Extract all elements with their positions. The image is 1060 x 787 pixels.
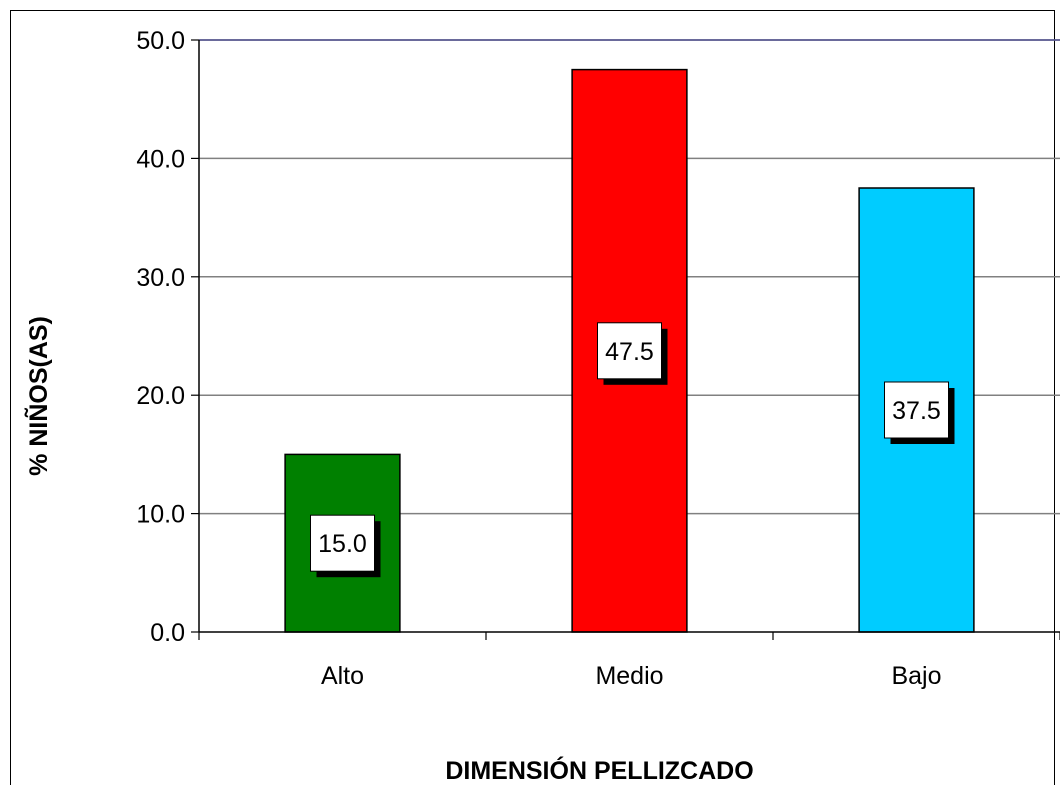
y-tick-label: 20.0 bbox=[136, 382, 185, 410]
x-tick-label: Medio bbox=[595, 662, 663, 690]
data-label: 37.5 bbox=[892, 397, 941, 425]
data-label-box bbox=[310, 514, 375, 572]
y-tick-label: 10.0 bbox=[136, 501, 185, 529]
x-tick-label: Alto bbox=[321, 662, 364, 690]
x-axis-title: DIMENSIÓN PELLIZCADO bbox=[445, 755, 753, 785]
y-tick-label: 0.0 bbox=[150, 619, 185, 647]
x-tick-label: Bajo bbox=[891, 662, 941, 690]
y-axis-title: % NIÑOS(AS) bbox=[23, 316, 53, 476]
data-labels: 15.0 47.5 37.5 bbox=[310, 322, 955, 578]
data-label-box bbox=[597, 322, 662, 380]
data-label: 47.5 bbox=[605, 338, 654, 366]
data-label-box bbox=[884, 381, 949, 439]
axes: 0.0 10.0 20.0 30.0 40.0 50.0 Alto Medio Bajo bbox=[136, 27, 1060, 690]
y-tick-label: 50.0 bbox=[136, 27, 185, 55]
y-tick-label: 30.0 bbox=[136, 264, 185, 292]
data-label: 15.0 bbox=[318, 530, 367, 558]
chart-frame bbox=[10, 10, 1055, 785]
y-tick-label: 40.0 bbox=[136, 145, 185, 173]
